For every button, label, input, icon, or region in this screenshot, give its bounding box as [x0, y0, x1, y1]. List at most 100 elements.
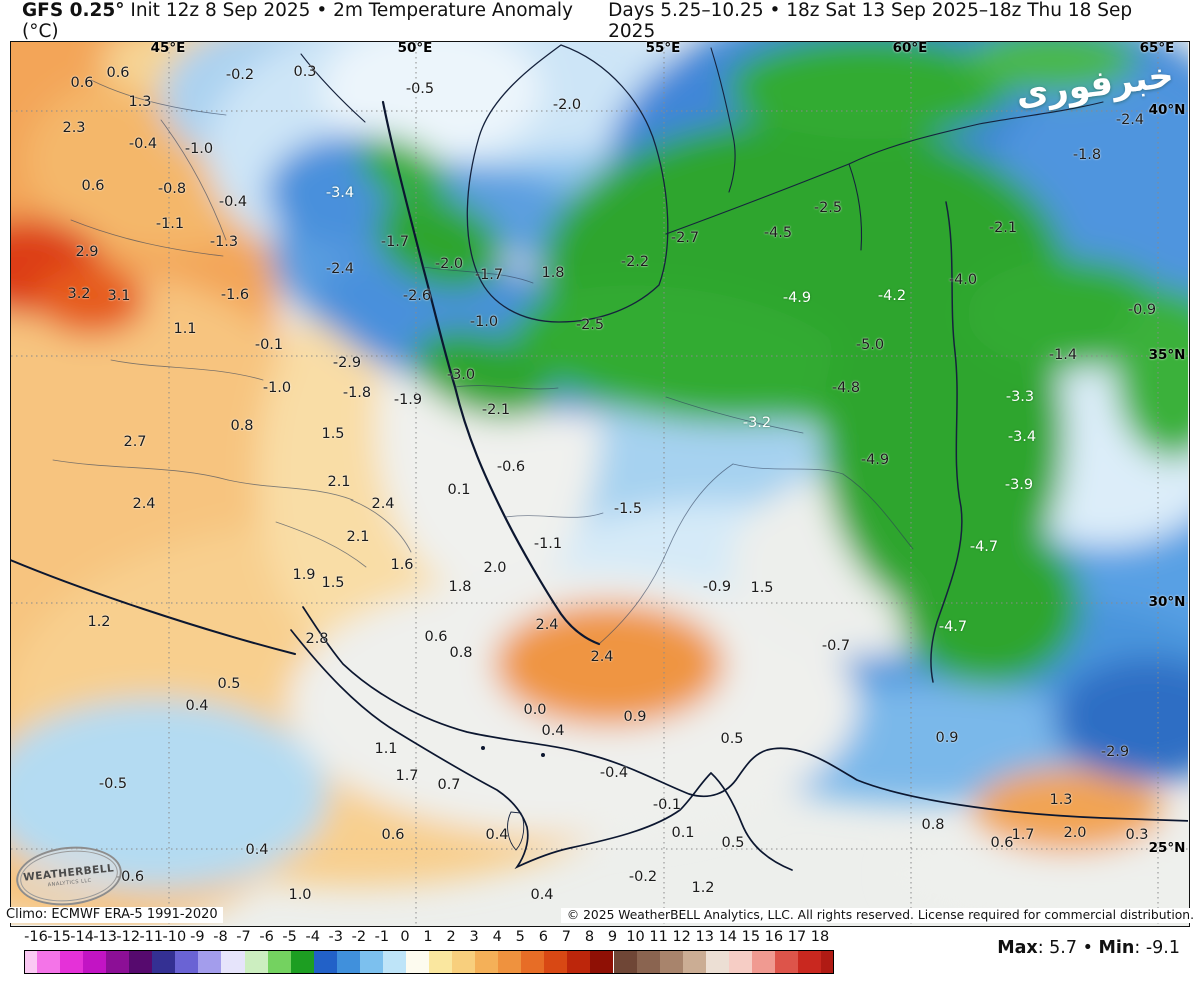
model-name: GFS 0.25° — [22, 0, 125, 21]
iran-west-border — [381, 100, 601, 646]
colorbar-tick-label: 4 — [492, 929, 502, 945]
colorbar-cell — [636, 951, 660, 973]
colorbar-tick-label: 7 — [561, 929, 571, 945]
ne-border-segment — [848, 163, 863, 251]
colorbar-cell — [590, 951, 614, 973]
weatherbell-stamp: WEATHERBELL ANALYTICS LLC — [13, 841, 125, 911]
colorbar-cell — [175, 951, 199, 973]
colorbar-tick-label: -12 — [116, 929, 141, 945]
colorbar-tick-label: 17 — [787, 929, 807, 945]
colorbar-cell — [198, 951, 222, 973]
colorbar-tick-label: 0 — [400, 929, 410, 945]
colorbar-cell — [290, 951, 314, 973]
gulf-island — [481, 746, 485, 750]
colorbar-cell — [83, 951, 107, 973]
province-borders — [52, 79, 914, 645]
colorbar-cell — [659, 951, 683, 973]
map-frame — [10, 41, 1190, 927]
anomaly-field — [11, 42, 1188, 925]
uzbek-border — [710, 47, 736, 193]
colorbar-cell — [267, 951, 291, 973]
climo-note: Climo: ECMWF ERA-5 1991-2020 — [4, 907, 223, 923]
colorbar-tick-label: -4 — [305, 929, 320, 945]
gulf-north-coastline — [302, 606, 1188, 822]
caucasus-border — [300, 53, 366, 123]
colorbar-tick-label: -6 — [259, 929, 274, 945]
colorbar-tick-label: 16 — [764, 929, 784, 945]
colorbar-tick-label: -5 — [282, 929, 297, 945]
colorbar-cell — [613, 951, 637, 973]
colorbar-cell — [129, 951, 153, 973]
turkmenistan-border — [665, 101, 1104, 235]
colorbar-cell — [37, 951, 61, 973]
border-lines — [11, 44, 1188, 871]
colorbar-tick-label: -1 — [374, 929, 390, 945]
iran-east-border — [930, 201, 963, 683]
colorbar-tick-label: -15 — [47, 929, 71, 945]
colorbar-cell — [25, 951, 37, 973]
colorbar-tick-label: 1 — [423, 929, 433, 945]
colorbar-cell — [382, 951, 406, 973]
qatar-coastline — [507, 811, 525, 851]
max-label: Max — [997, 938, 1038, 958]
arabian-coastline — [290, 629, 793, 871]
min-label: Min — [1098, 938, 1135, 958]
colorbar-cell — [544, 951, 568, 973]
valid-range: Days 5.25–10.25 • 18z Sat 13 Sep 2025–18… — [608, 0, 1133, 42]
max-value: 5.7 — [1049, 938, 1078, 958]
colorbar-tick-label: 6 — [538, 929, 548, 945]
colorbar-cell — [452, 951, 476, 973]
graticule — [11, 42, 1188, 925]
colorbar-tick-label: 13 — [695, 929, 714, 945]
colorbar-cell — [60, 951, 84, 973]
colorbar-tick-label: -10 — [162, 929, 187, 945]
iraq-saudi-border — [11, 559, 296, 655]
colorbar-cell — [821, 951, 833, 973]
colorbar-cell — [221, 951, 245, 973]
maxmin-separator: • — [1082, 938, 1093, 958]
colorbar-tick-label: 14 — [718, 929, 738, 945]
colorbar-tick-label: -13 — [93, 929, 118, 945]
colorbar-cell — [106, 951, 130, 973]
colorbar-tick-label: 8 — [584, 929, 595, 945]
colorbar-cell — [429, 951, 453, 973]
run-title-rest: Init 12z 8 Sep 2025 • 2m Temperature Ano… — [22, 0, 573, 42]
colorbar-cell — [152, 951, 176, 973]
gulf-island — [541, 753, 545, 757]
colorbar-cell — [682, 951, 706, 973]
colorbar-cell — [359, 951, 383, 973]
run-title: GFS 0.25° Init 12z 8 Sep 2025 • 2m Tempe… — [22, 0, 608, 42]
colorbar-cell — [797, 951, 822, 973]
copyright-note: © 2025 WeatherBELL Analytics, LLC. All r… — [560, 908, 1197, 923]
colorbar-cell — [244, 951, 268, 973]
colorbar-tick-label: -9 — [190, 929, 205, 945]
header-bar: GFS 0.25° Init 12z 8 Sep 2025 • 2m Tempe… — [0, 0, 1200, 42]
colorbar-cell — [313, 951, 337, 973]
colorbar-tick-label: 3 — [469, 929, 479, 945]
min-value: -9.1 — [1145, 938, 1180, 958]
colorbar-cell — [751, 951, 775, 973]
colorbar-tick-label: -11 — [139, 929, 164, 945]
max-min-readout: Max: 5.7 • Min: -9.1 — [997, 938, 1180, 958]
colorbar-tick-label: 15 — [741, 929, 761, 945]
colorbar-tick-label: -2 — [351, 929, 367, 945]
colorbar-tick-label: 2 — [446, 929, 456, 945]
colorbar-tick-label: -3 — [328, 929, 343, 945]
colorbar-cell — [521, 951, 545, 973]
colorbar-cell — [498, 951, 522, 973]
colorbar-tick-label: -7 — [236, 929, 251, 945]
map-canvas — [11, 42, 1188, 925]
caspian-coastline — [466, 44, 669, 323]
colorbar-tick-label: -8 — [213, 929, 228, 945]
colorbar-tick-label: 12 — [672, 929, 691, 945]
colorbar-tick-label: -14 — [70, 929, 94, 945]
colorbar-cell — [567, 951, 591, 973]
colorbar-cell — [405, 951, 429, 973]
colorbar-tick-label: 10 — [626, 929, 645, 945]
colorbar-cell — [774, 951, 798, 973]
colorbar-cell — [475, 951, 499, 973]
colorbar-tick-label: -16 — [24, 929, 48, 945]
colorbar-ticks: -16 -15 -14 -13 -12 -11 -10 -9 -8 -7 -6 -5 -4 -3 -2 -1 0… — [0, 929, 1200, 948]
colorbar-tick-label: 18 — [810, 929, 830, 945]
